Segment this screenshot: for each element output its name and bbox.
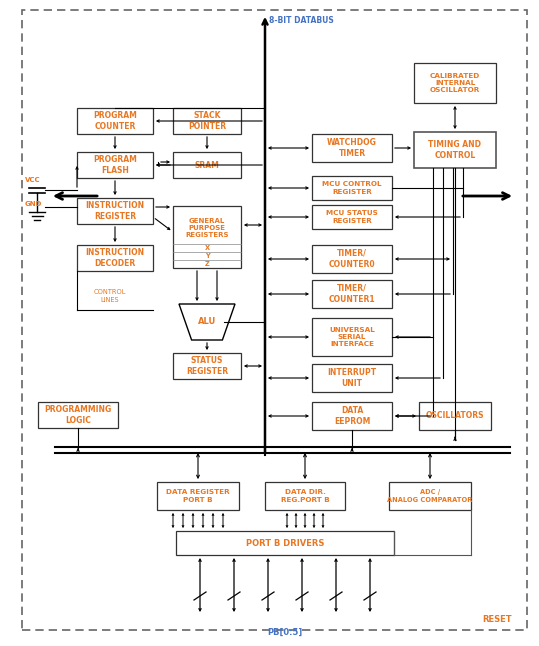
Text: X: X [204, 245, 210, 251]
Bar [312, 176, 392, 200]
Bar [312, 318, 392, 356]
Text: TIMING AND
CONTROL: TIMING AND CONTROL [429, 140, 481, 160]
Bar [312, 364, 392, 392]
Bar [312, 134, 392, 162]
Bar [312, 280, 392, 308]
Bar [176, 531, 394, 555]
Bar [312, 245, 392, 273]
Text: INSTRUCTION
REGISTER: INSTRUCTION REGISTER [86, 201, 144, 221]
Bar [265, 482, 345, 510]
Text: DATA REGISTER
PORT B: DATA REGISTER PORT B [166, 489, 230, 503]
Text: UNIVERSAL
SERIAL
INTERFACE: UNIVERSAL SERIAL INTERFACE [329, 326, 375, 348]
Bar [173, 206, 241, 268]
Text: WATCHDOG
TIMER: WATCHDOG TIMER [327, 138, 377, 158]
Text: PROGRAMMING
LOGIC: PROGRAMMING LOGIC [44, 405, 112, 425]
Text: 8-BIT DATABUS: 8-BIT DATABUS [269, 16, 334, 25]
Text: TIMER/
COUNTER0: TIMER/ COUNTER0 [329, 249, 375, 269]
Text: DATA DIR.
REG.PORT B: DATA DIR. REG.PORT B [281, 489, 329, 503]
Text: Y: Y [205, 253, 209, 259]
Text: STATUS
REGISTER: STATUS REGISTER [186, 356, 228, 376]
Text: CALIBRATED
INTERNAL
OSCILLATOR: CALIBRATED INTERNAL OSCILLATOR [430, 72, 480, 94]
Bar [312, 402, 392, 430]
Bar [77, 198, 153, 224]
Text: SRAM: SRAM [195, 160, 219, 169]
Bar [173, 108, 241, 134]
Text: PROGRAM
FLASH: PROGRAM FLASH [93, 155, 137, 175]
Bar [157, 482, 239, 510]
Text: INTERRUPT
UNIT: INTERRUPT UNIT [327, 368, 377, 388]
Bar [414, 63, 496, 103]
Text: MCU CONTROL
REGISTER: MCU CONTROL REGISTER [322, 182, 382, 194]
Text: VCC: VCC [25, 177, 40, 183]
Bar [77, 245, 153, 271]
Text: CONTROL
LINES: CONTROL LINES [94, 289, 126, 302]
Bar [389, 482, 471, 510]
Polygon shape [179, 304, 235, 340]
Text: ADC /
ANALOG COMPARATOR: ADC / ANALOG COMPARATOR [388, 489, 473, 503]
Text: Z: Z [205, 261, 209, 267]
Text: INSTRUCTION
DECODER: INSTRUCTION DECODER [86, 248, 144, 268]
Bar [38, 402, 118, 428]
Bar [77, 152, 153, 178]
Text: PORT B DRIVERS: PORT B DRIVERS [246, 539, 324, 548]
Bar [77, 108, 153, 134]
Bar [419, 402, 491, 430]
Text: DATA
EEPROM: DATA EEPROM [334, 406, 370, 426]
Text: OSCILLATORS: OSCILLATORS [426, 412, 484, 421]
Text: TIMER/
COUNTER1: TIMER/ COUNTER1 [329, 284, 375, 304]
Bar [173, 353, 241, 379]
Bar [173, 152, 241, 178]
Text: GENERAL
PURPOSE
REGISTERS: GENERAL PURPOSE REGISTERS [185, 218, 229, 238]
Text: ALU: ALU [198, 317, 216, 326]
Text: RESET: RESET [482, 615, 512, 624]
Text: PROGRAM
COUNTER: PROGRAM COUNTER [93, 111, 137, 131]
Bar [414, 132, 496, 168]
Bar [312, 205, 392, 229]
Text: STACK
POINTER: STACK POINTER [188, 111, 226, 131]
Text: PB[0:5]: PB[0:5] [267, 627, 302, 636]
Text: GND: GND [25, 201, 43, 207]
Text: MCU STATUS
REGISTER: MCU STATUS REGISTER [326, 210, 378, 224]
